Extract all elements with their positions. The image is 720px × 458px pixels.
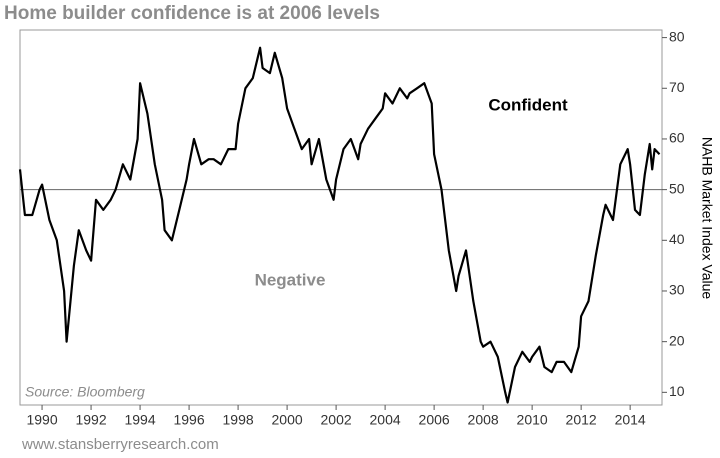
data-line: [18, 46, 661, 404]
x-tick-label: 1998: [223, 412, 254, 428]
x-tick-label: 2012: [566, 412, 597, 428]
y-tick-label: 40: [669, 231, 685, 247]
x-tick-label: 1990: [26, 412, 57, 428]
y-tick-label: 60: [669, 130, 685, 146]
source: Source: Bloomberg: [25, 384, 145, 400]
y-tick-label: 10: [669, 383, 685, 399]
x-tick-label: 2004: [370, 412, 401, 428]
x-tick-label: 1994: [124, 412, 155, 428]
y-tick-label: 70: [669, 79, 685, 95]
y-axis-title: NAHB Market Index Value: [699, 137, 715, 300]
annotation: Negative: [255, 270, 326, 289]
y-tick-label: 80: [669, 28, 685, 44]
x-tick-label: 2000: [272, 412, 303, 428]
x-tick-label: 2006: [419, 412, 450, 428]
x-tick-label: 2008: [468, 412, 499, 428]
footer: www.stansberryresearch.com: [21, 436, 219, 453]
chart-title: Home builder confidence is at 2006 level…: [4, 3, 380, 24]
x-tick-label: 2014: [615, 412, 646, 428]
y-tick-label: 20: [669, 332, 685, 348]
x-tick-label: 1996: [173, 412, 204, 428]
x-tick-label: 2002: [321, 412, 352, 428]
annotation: Confident: [488, 95, 568, 114]
x-tick-label: 2010: [517, 412, 548, 428]
x-tick-label: 1992: [75, 412, 106, 428]
plot-frame: [19, 29, 663, 406]
y-tick-label: 30: [669, 282, 685, 298]
y-tick-label: 50: [669, 180, 685, 196]
